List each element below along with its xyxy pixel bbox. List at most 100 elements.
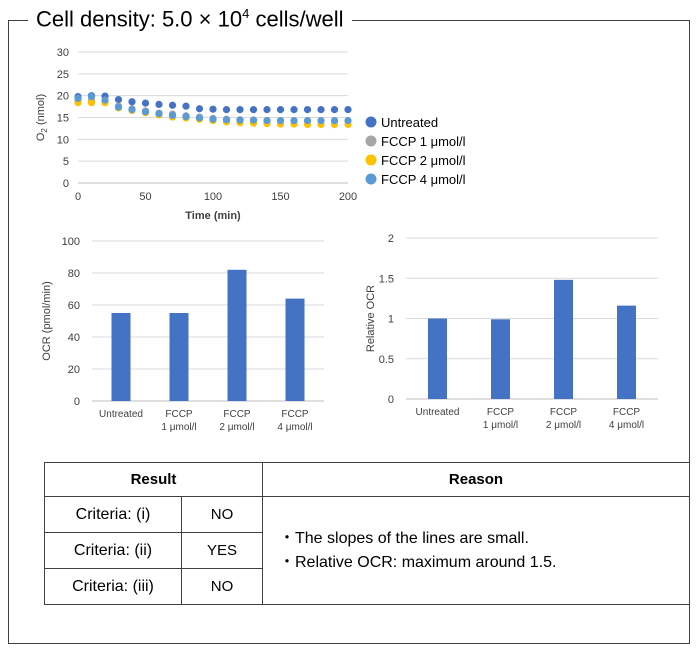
data-point bbox=[263, 106, 271, 114]
data-point bbox=[276, 116, 285, 125]
data-point bbox=[195, 114, 204, 122]
data-point bbox=[209, 115, 217, 123]
data-point bbox=[87, 99, 96, 107]
x-tick-label: 2 μmol/l bbox=[546, 420, 581, 431]
data-point bbox=[249, 116, 258, 124]
x-tick-label: FCCP bbox=[613, 407, 641, 418]
result-header: Result bbox=[44, 462, 263, 497]
result-table: Result Reason Criteria: (i) NO ・The slop… bbox=[44, 462, 690, 605]
data-point bbox=[195, 105, 204, 113]
x-tick-label: FCCP bbox=[550, 407, 578, 418]
data-point bbox=[74, 94, 82, 102]
data-point bbox=[182, 102, 190, 110]
y-axis-label: OCR (pmol/min) bbox=[41, 281, 53, 360]
bar bbox=[285, 298, 305, 401]
y-tick-label: 0.5 bbox=[379, 354, 394, 366]
y-axis-label: O2 (nmol) bbox=[35, 94, 49, 141]
data-point bbox=[303, 106, 312, 114]
legend-marker bbox=[365, 135, 377, 147]
data-point bbox=[114, 95, 123, 104]
bar bbox=[554, 279, 573, 399]
y-tick-label: 20 bbox=[57, 91, 69, 103]
data-point bbox=[87, 92, 96, 101]
x-tick-label: 200 bbox=[339, 191, 357, 203]
legend-label: FCCP 4 μmol/l bbox=[381, 172, 466, 187]
x-tick-label: 4 μmol/l bbox=[609, 420, 644, 431]
y-tick-label: 0 bbox=[74, 396, 80, 408]
data-point bbox=[101, 96, 109, 104]
answer-cell: NO bbox=[181, 496, 263, 533]
data-point bbox=[330, 106, 339, 114]
data-point bbox=[249, 106, 258, 114]
data-point bbox=[330, 116, 339, 125]
x-tick-label: 2 μmol/l bbox=[219, 422, 254, 433]
table-row: Criteria: (i) NO ・The slopes of the line… bbox=[44, 496, 690, 605]
criteria-cell: Criteria: (i) bbox=[44, 496, 182, 533]
data-point bbox=[303, 116, 312, 125]
reason-cell: ・The slopes of the lines are small. ・Rel… bbox=[262, 496, 690, 605]
table-row: Criteria: (ii) YES bbox=[44, 532, 690, 569]
reason-line: ・The slopes of the lines are small. bbox=[279, 529, 529, 547]
legend-label: FCCP 2 μmol/l bbox=[381, 153, 466, 168]
y-tick-label: 1 bbox=[388, 314, 394, 326]
bar bbox=[227, 269, 247, 401]
x-tick-label: FCCP bbox=[487, 407, 515, 418]
o2-scatter-chart: 0 5 10 15 20 25 30 0 50 100 150 200 Time (min) O2 (nm… bbox=[35, 47, 466, 222]
y-tick-label: 10 bbox=[57, 134, 69, 146]
y-tick-label: 1.5 bbox=[379, 273, 394, 285]
table-header-row: Result Reason bbox=[44, 462, 690, 497]
criteria-cell: Criteria: (ii) bbox=[44, 532, 182, 569]
x-tick-label: Untreated bbox=[416, 407, 460, 418]
data-point bbox=[128, 106, 136, 114]
data-point bbox=[155, 100, 163, 108]
legend-marker bbox=[365, 116, 377, 128]
y-tick-label: 60 bbox=[68, 300, 80, 312]
legend-label: Untreated bbox=[381, 115, 438, 130]
x-tick-label: 0 bbox=[75, 191, 81, 203]
y-tick-label: 2 bbox=[388, 233, 394, 245]
data-point bbox=[168, 101, 177, 109]
data-point bbox=[209, 105, 217, 113]
table-row: Criteria: (iii) NO bbox=[44, 568, 690, 605]
bar bbox=[111, 313, 131, 401]
legend-label: FCCP 1 μmol/l bbox=[381, 134, 466, 149]
ocr-bar-chart: 0 20 40 60 80 100 Untreated FCCP 1 μmol/l FCCP 2 μ… bbox=[41, 236, 324, 433]
reason-line: ・Relative OCR: maximum around 1.5. bbox=[279, 553, 557, 571]
data-point bbox=[317, 106, 325, 114]
x-tick-label: 150 bbox=[271, 191, 289, 203]
data-point bbox=[290, 116, 298, 125]
bar bbox=[617, 305, 636, 399]
x-tick-label: FCCP bbox=[165, 409, 193, 420]
data-point bbox=[155, 109, 163, 118]
answer-cell: NO bbox=[181, 568, 263, 605]
y-tick-label: 15 bbox=[57, 113, 69, 125]
data-point bbox=[222, 116, 231, 124]
x-tick-label: 50 bbox=[139, 191, 151, 203]
y-tick-label: 80 bbox=[68, 268, 80, 280]
legend-marker bbox=[365, 154, 377, 166]
x-axis-label: Time (min) bbox=[185, 210, 241, 222]
data-point bbox=[236, 106, 244, 114]
data-point bbox=[263, 116, 271, 125]
x-tick-label: 1 μmol/l bbox=[161, 422, 196, 433]
y-tick-label: 25 bbox=[57, 69, 69, 81]
data-point bbox=[276, 106, 285, 114]
bar bbox=[491, 319, 510, 399]
y-tick-label: 5 bbox=[63, 156, 69, 168]
data-point bbox=[317, 116, 325, 125]
page-title: Cell density: 5.0 × 104 cells/well bbox=[28, 6, 352, 33]
data-point bbox=[141, 99, 150, 107]
x-tick-label: 1 μmol/l bbox=[483, 420, 518, 431]
x-tick-label: FCCP bbox=[223, 409, 251, 420]
y-tick-label: 0 bbox=[388, 394, 394, 406]
x-tick-label: FCCP bbox=[281, 409, 309, 420]
data-point bbox=[128, 98, 136, 106]
y-tick-label: 40 bbox=[68, 332, 80, 344]
y-tick-label: 20 bbox=[68, 364, 80, 376]
data-point bbox=[290, 106, 298, 114]
data-point bbox=[344, 116, 352, 125]
y-axis-label: Relative OCR bbox=[365, 285, 377, 352]
legend-marker bbox=[365, 173, 377, 185]
data-point bbox=[168, 111, 177, 119]
data-point bbox=[182, 113, 190, 121]
